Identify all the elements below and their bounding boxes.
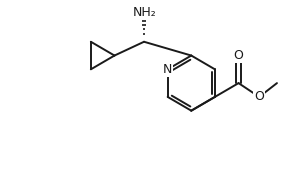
Text: O: O	[254, 90, 264, 103]
Text: N: N	[163, 63, 172, 76]
Text: NH₂: NH₂	[133, 6, 157, 19]
Text: O: O	[234, 49, 244, 62]
